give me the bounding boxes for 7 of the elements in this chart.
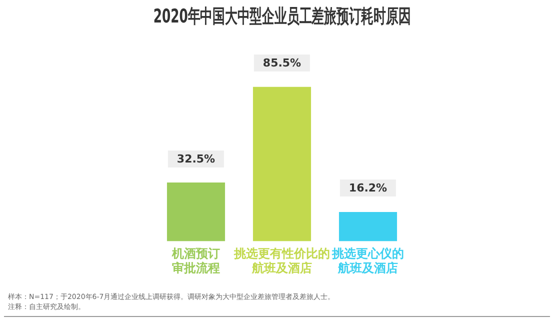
data-label: 32.5% — [168, 150, 224, 168]
data-label: 85.5% — [254, 54, 310, 72]
data-label: 16.2% — [340, 179, 396, 196]
x-tick-label: 机酒预订审批流程 — [171, 246, 220, 275]
chart-title: 2020年中国大中型企业员工差旅预订耗时原因 — [153, 4, 411, 28]
x-tick-label: 挑选更心仪的航班及酒店 — [331, 246, 404, 275]
x-tick-label: 挑选更有性价比的航班及酒店 — [233, 246, 330, 275]
